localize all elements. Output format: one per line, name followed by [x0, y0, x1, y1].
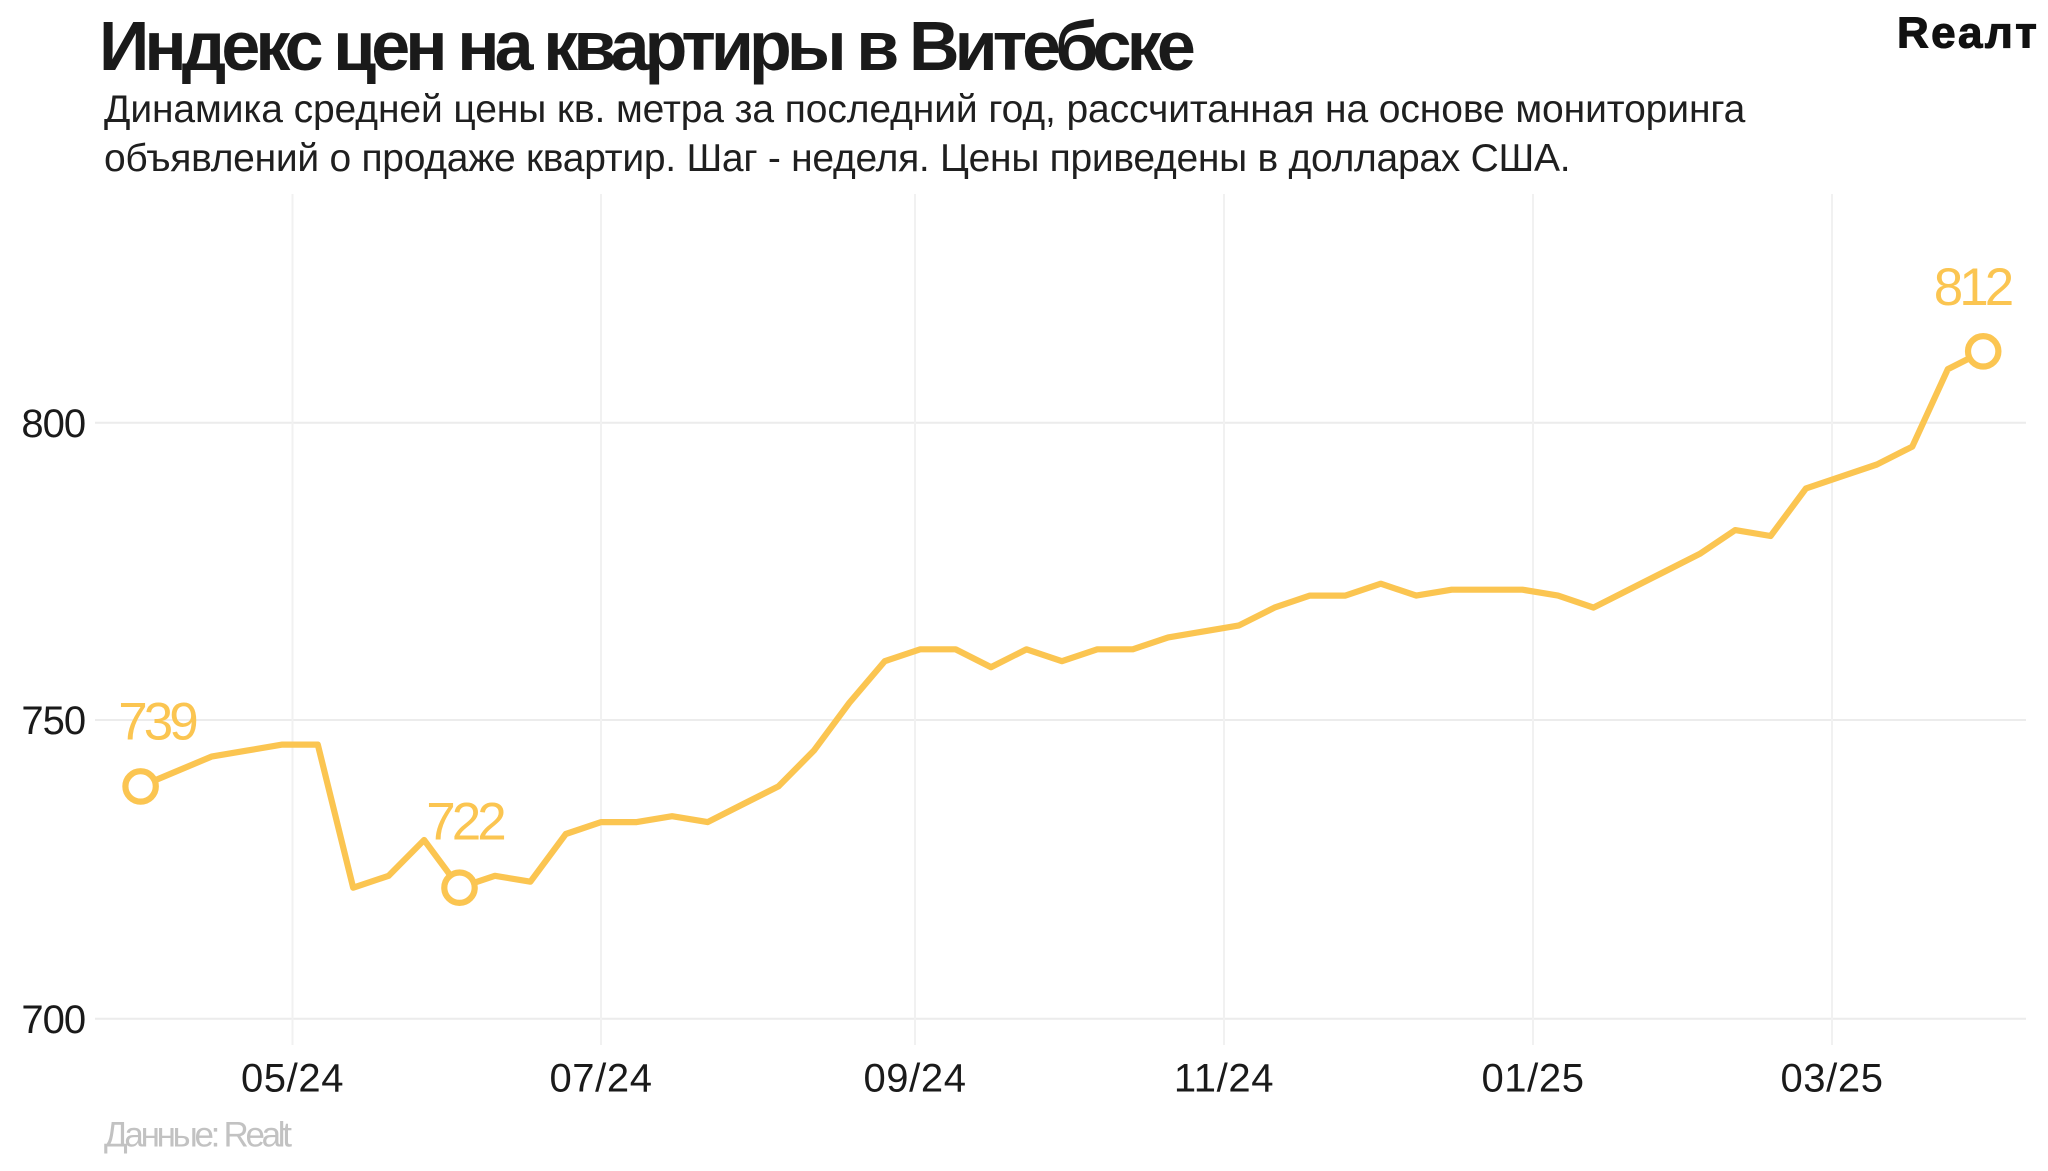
svg-text:01/25: 01/25	[1481, 1057, 1584, 1101]
svg-text:739: 739	[118, 693, 196, 752]
svg-text:Индекс цен на квартиры в Витеб: Индекс цен на квартиры в Витебске	[99, 7, 1194, 85]
svg-text:750: 750	[21, 699, 85, 743]
svg-text:Динамика средней цены кв. метр: Динамика средней цены кв. метра за после…	[104, 88, 1746, 131]
svg-text:Данные: Realt: Данные: Realt	[104, 1116, 292, 1155]
svg-text:11/24: 11/24	[1174, 1057, 1274, 1101]
svg-text:800: 800	[21, 402, 85, 446]
svg-text:03/25: 03/25	[1780, 1057, 1883, 1101]
svg-text:722: 722	[426, 793, 504, 852]
svg-text:07/24: 07/24	[549, 1057, 652, 1101]
svg-text:Reaлт: Reaлт	[1897, 9, 2039, 58]
svg-text:700: 700	[21, 998, 85, 1042]
svg-text:812: 812	[1934, 258, 2012, 317]
svg-text:09/24: 09/24	[863, 1057, 966, 1101]
svg-text:05/24: 05/24	[241, 1057, 344, 1101]
svg-text:объявлений о продаже квартир.: объявлений о продаже квартир. Шаг - неде…	[104, 137, 1570, 180]
